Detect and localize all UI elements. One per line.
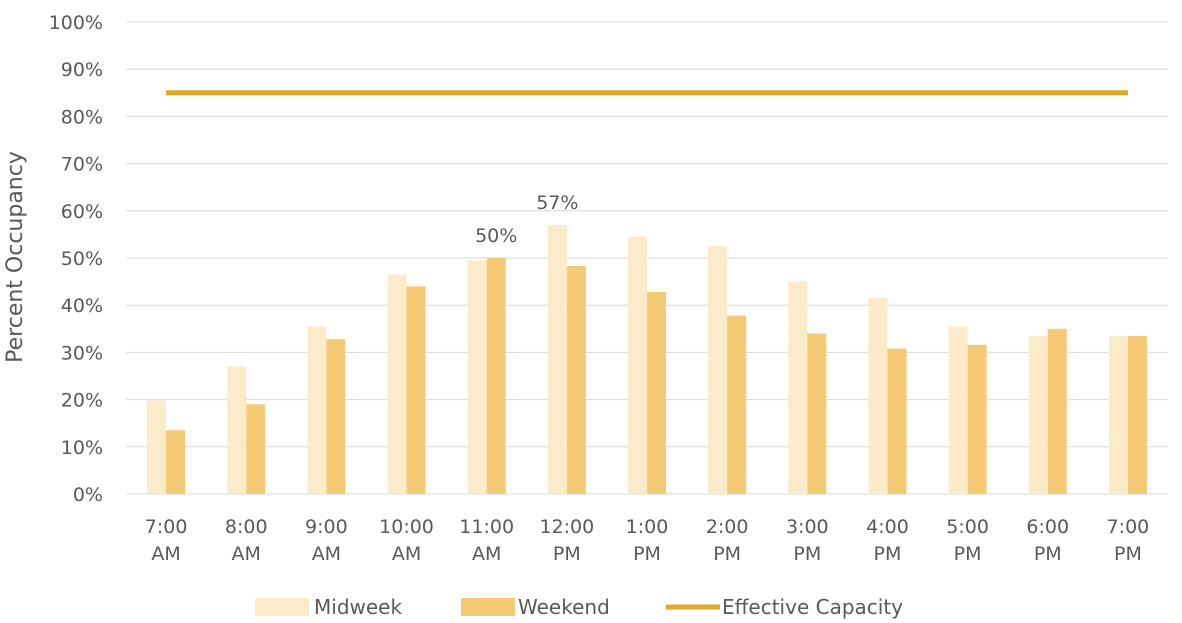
x-tick-label: PM bbox=[553, 543, 581, 565]
x-tick-label: PM bbox=[793, 543, 821, 565]
x-tick-label: AM bbox=[151, 543, 180, 565]
x-tick-label: AM bbox=[312, 543, 341, 565]
x-tick-label: PM bbox=[874, 543, 902, 565]
bar-midweek bbox=[1028, 335, 1048, 494]
x-tick-label: 9:00 bbox=[305, 516, 348, 538]
bar-midweek bbox=[307, 326, 327, 494]
y-axis-ticks: 0% 10% 20% 30% 40% 50% 60% 70% 80% 90% 100% bbox=[49, 12, 103, 506]
bar-midweek bbox=[1108, 335, 1128, 494]
bar-midweek bbox=[628, 236, 647, 494]
y-tick-label: 30% bbox=[61, 342, 103, 364]
x-tick-label: 3:00 bbox=[786, 516, 829, 538]
x-tick-label: 12:00 bbox=[539, 516, 594, 538]
y-tick-label: 80% bbox=[61, 106, 103, 128]
bar-weekend bbox=[486, 258, 506, 494]
x-tick-label: PM bbox=[1114, 543, 1142, 565]
legend-label: Effective Capacity bbox=[722, 595, 903, 619]
x-tick-label: AM bbox=[472, 543, 501, 565]
y-tick-label: 90% bbox=[61, 59, 103, 81]
x-tick-label: 1:00 bbox=[626, 516, 669, 538]
x-tick-label: AM bbox=[232, 543, 261, 565]
bar-weekend bbox=[1127, 335, 1147, 494]
x-tick-label: 5:00 bbox=[946, 516, 989, 538]
bar-midweek bbox=[547, 224, 567, 494]
legend-label: Weekend bbox=[518, 595, 610, 619]
y-tick-label: 60% bbox=[61, 201, 103, 223]
bar-midweek bbox=[467, 260, 487, 494]
y-tick-label: 100% bbox=[49, 12, 103, 34]
x-tick-label: 6:00 bbox=[1026, 516, 1069, 538]
x-tick-label: AM bbox=[392, 543, 421, 565]
bar-midweek bbox=[147, 400, 167, 494]
y-tick-label: 70% bbox=[61, 154, 103, 176]
bar-weekend bbox=[166, 430, 186, 494]
data-label: 50% bbox=[475, 225, 517, 247]
bar-weekend bbox=[807, 333, 827, 494]
legend-swatch bbox=[255, 598, 309, 616]
x-tick-label: PM bbox=[633, 543, 661, 565]
bar-weekend bbox=[967, 344, 987, 494]
bar-weekend bbox=[406, 286, 426, 494]
x-tick-label: PM bbox=[713, 543, 741, 565]
legend-swatch bbox=[461, 598, 515, 616]
y-tick-label: 20% bbox=[61, 390, 103, 412]
y-tick-label: 0% bbox=[73, 484, 103, 506]
y-tick-label: 40% bbox=[61, 295, 103, 317]
x-axis-ticks: 7:00 AM 8:00 AM 9:00 AM 10:00 AM 11:00 AM 12:00 PM 1… bbox=[145, 516, 1150, 565]
bars bbox=[147, 224, 1147, 494]
x-tick-label: 4:00 bbox=[866, 516, 909, 538]
x-tick-label: 7:00 bbox=[145, 516, 188, 538]
y-tick-label: 50% bbox=[61, 248, 103, 270]
x-tick-label: 10:00 bbox=[379, 516, 434, 538]
y-tick-label: 10% bbox=[61, 437, 103, 459]
bar-weekend bbox=[246, 404, 266, 494]
x-tick-label: 7:00 bbox=[1107, 516, 1150, 538]
bar-weekend bbox=[326, 339, 346, 494]
bar-midweek bbox=[788, 281, 808, 494]
bar-midweek bbox=[387, 274, 407, 494]
bar-midweek bbox=[708, 246, 728, 494]
bar-midweek bbox=[227, 366, 247, 494]
bar-weekend bbox=[887, 348, 907, 494]
data-labels: 50% 57% bbox=[475, 192, 578, 247]
legend: Midweek Weekend Effective Capacity bbox=[255, 595, 903, 619]
x-tick-label: 11:00 bbox=[459, 516, 514, 538]
bar-weekend bbox=[566, 266, 586, 494]
bar-midweek bbox=[948, 326, 968, 494]
bar-weekend bbox=[727, 315, 747, 494]
legend-label: Midweek bbox=[314, 595, 402, 619]
x-tick-label: 8:00 bbox=[225, 516, 268, 538]
bar-weekend bbox=[647, 291, 666, 494]
x-tick-label: 2:00 bbox=[706, 516, 749, 538]
y-axis-label: Percent Occupancy bbox=[3, 151, 28, 363]
bar-weekend bbox=[1047, 328, 1067, 494]
bar-midweek bbox=[868, 298, 888, 494]
x-tick-label: PM bbox=[1034, 543, 1062, 565]
data-label: 57% bbox=[536, 192, 578, 214]
x-tick-label: PM bbox=[954, 543, 982, 565]
